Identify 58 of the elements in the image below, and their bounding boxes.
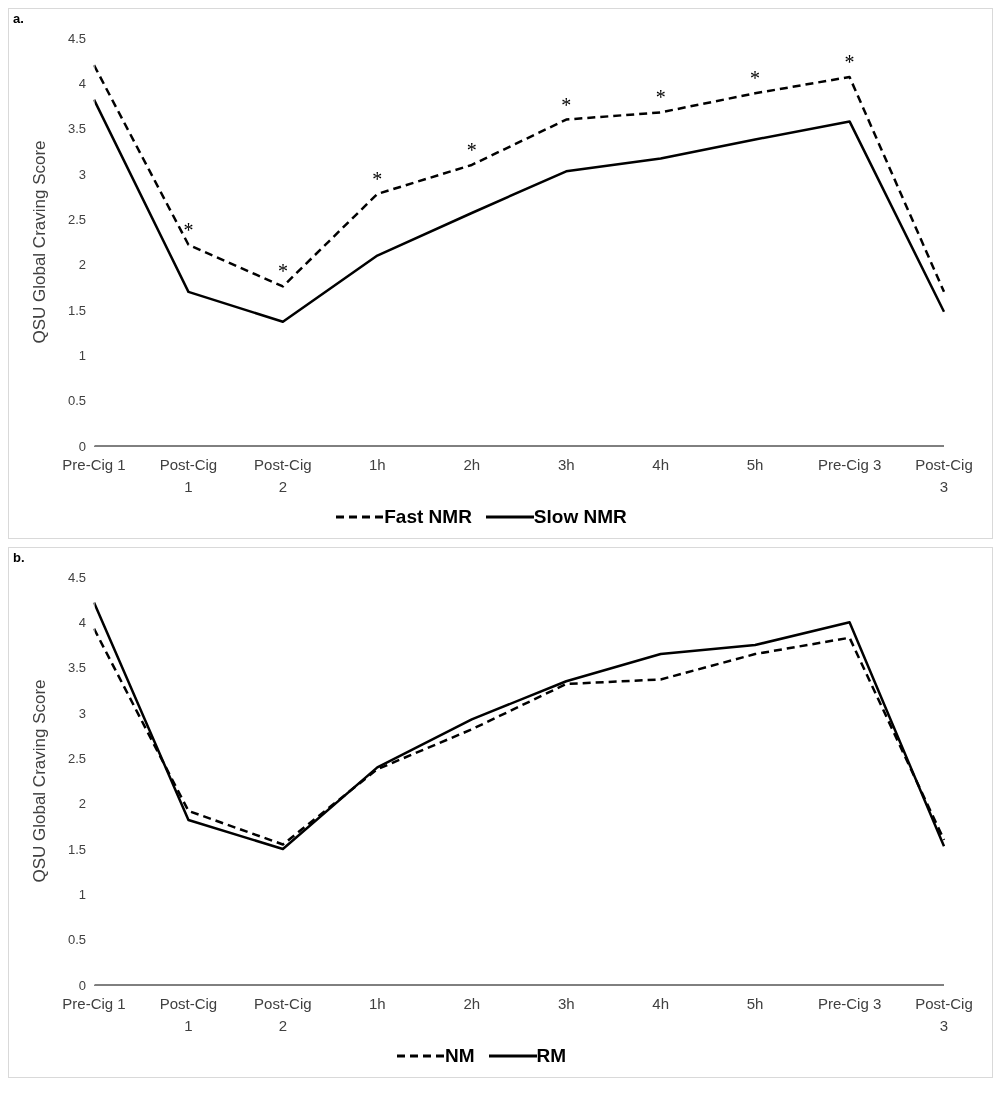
chart-title: b.	[12, 549, 26, 567]
x-tick-label: Post-Cig 2	[254, 995, 312, 1034]
y-tick-label: 0.5	[67, 393, 86, 409]
x-tick-label: 1h	[368, 995, 386, 1012]
line-series	[92, 63, 946, 294]
x-tick-label: Pre-Cig 3	[817, 995, 882, 1012]
x-tick-label: Pre-Cig 3	[817, 456, 882, 473]
legend-label: RM	[536, 1045, 567, 1067]
x-tick-label: Post-Cig 1	[159, 995, 218, 1034]
y-tick-label: 1.5	[67, 302, 86, 318]
legend-label: NM	[444, 1045, 475, 1067]
x-tick-label: Post-Cig 3	[915, 456, 973, 495]
y-tick-label: 1	[78, 347, 86, 363]
chart-title: a.	[12, 10, 25, 28]
y-tick-label: 1	[78, 886, 86, 902]
y-tick-label: 3	[78, 705, 86, 721]
legend-label: Slow NMR	[533, 506, 627, 528]
y-tick-label: 4.5	[67, 569, 86, 585]
x-tick-label: 5h	[746, 456, 764, 473]
annotation: *	[844, 50, 855, 73]
x-tick-label: Pre-Cig 1	[62, 995, 126, 1012]
x-tick-label: 4h	[652, 456, 670, 473]
y-tick-label: 0	[78, 438, 86, 454]
y-tick-label: 2	[78, 257, 86, 273]
y-tick-label: 1.5	[67, 841, 86, 857]
x-tick-label: 1h	[368, 456, 386, 473]
y-tick-label: 4.5	[67, 30, 86, 46]
annotation: *	[183, 218, 194, 241]
annotation: *	[655, 86, 666, 109]
x-tick-label: Post-Cig 2	[254, 456, 312, 495]
y-tick-label: 4	[78, 614, 86, 630]
x-tick-label: Post-Cig 3	[915, 995, 973, 1034]
y-tick-label: 2.5	[67, 211, 86, 227]
y-tick-label: 0	[78, 977, 86, 993]
y-tick-label: 2.5	[67, 750, 86, 766]
x-tick-label: Pre-Cig 1	[62, 456, 126, 473]
y-axis-title: QSU Global Craving Score	[30, 140, 50, 344]
x-tick-label: 2h	[463, 995, 481, 1012]
annotation: *	[372, 167, 383, 190]
x-tick-label: 3h	[557, 995, 575, 1012]
annotation: *	[466, 138, 477, 161]
x-tick-label: 2h	[463, 456, 481, 473]
y-tick-label: 2	[78, 796, 86, 812]
x-tick-label: 3h	[557, 456, 575, 473]
x-tick-label: 4h	[652, 995, 670, 1012]
x-tick-label: Post-Cig 1	[159, 456, 218, 495]
annotation: *	[277, 260, 288, 283]
legend-label: Fast NMR	[384, 506, 472, 528]
y-tick-label: 3.5	[67, 660, 86, 676]
y-tick-label: 3.5	[67, 121, 86, 137]
y-tick-label: 4	[78, 75, 86, 91]
y-axis-title: QSU Global Craving Score	[30, 679, 50, 883]
annotation: *	[561, 93, 572, 116]
annotation: *	[750, 67, 761, 90]
y-tick-label: 0.5	[67, 932, 86, 948]
line-series	[92, 98, 946, 324]
y-tick-label: 3	[78, 166, 86, 182]
x-tick-label: 5h	[746, 995, 764, 1012]
